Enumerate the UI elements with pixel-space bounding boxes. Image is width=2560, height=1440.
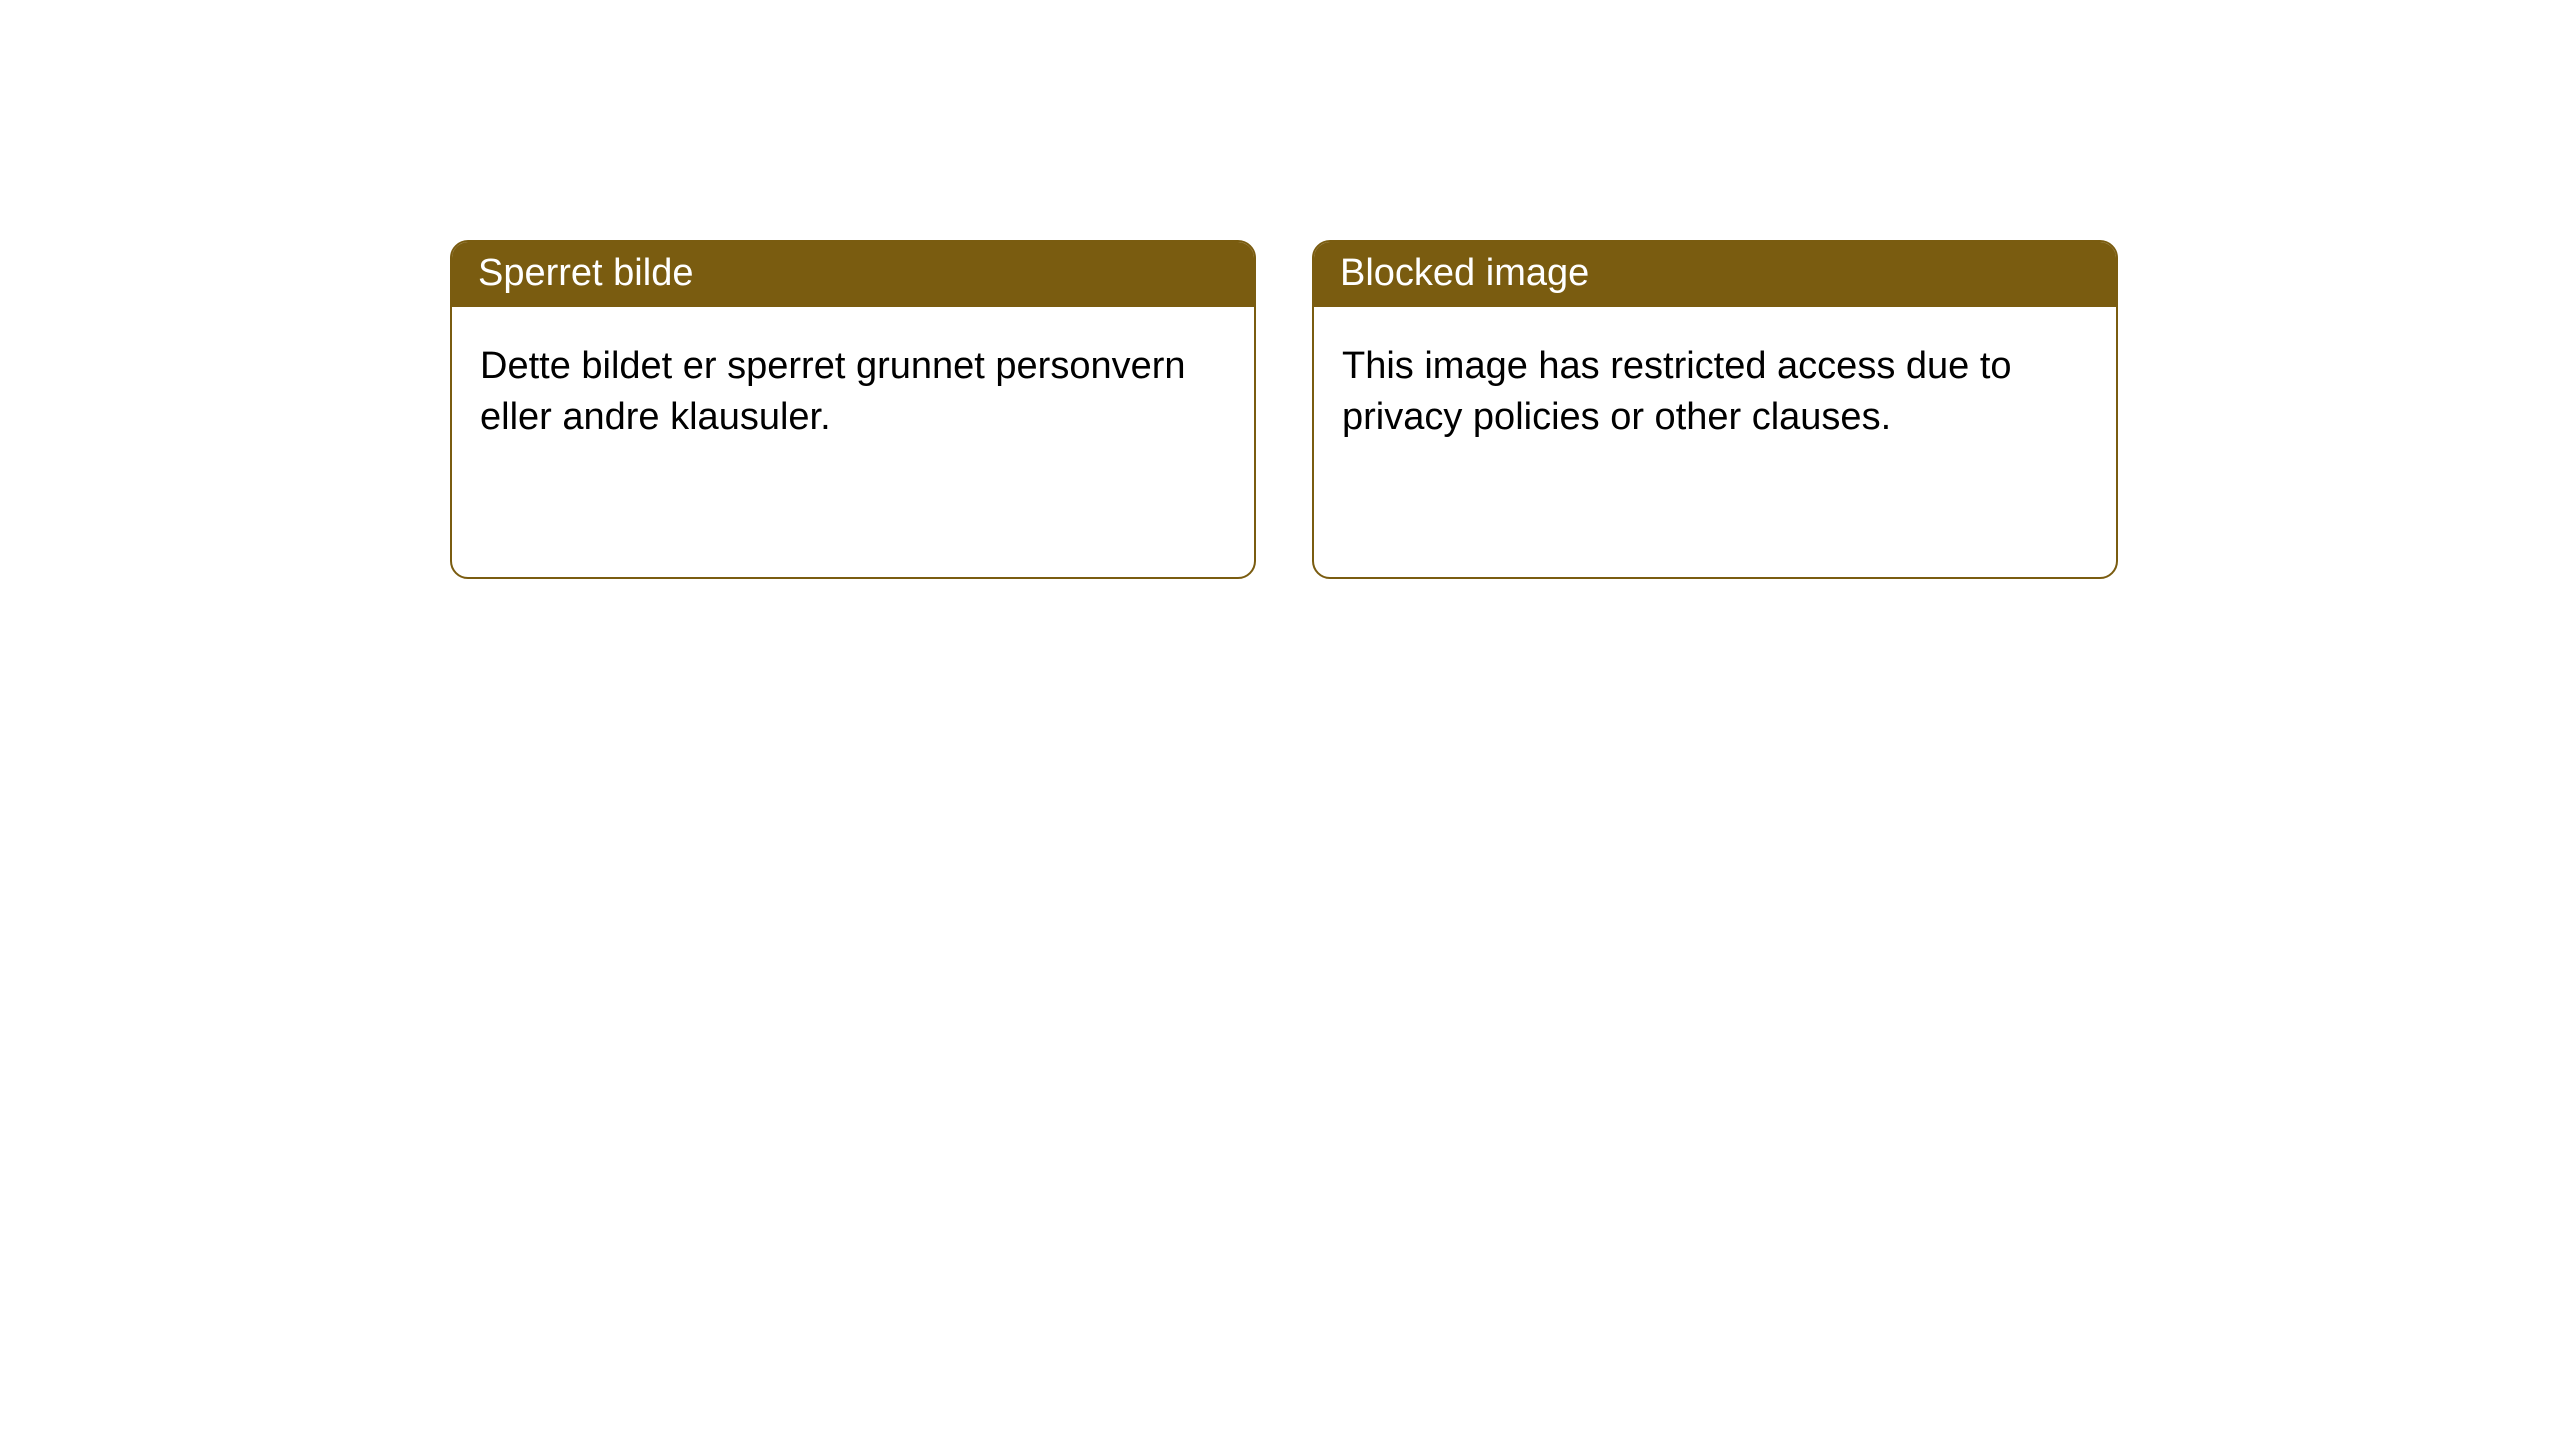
notice-body-english: This image has restricted access due to … xyxy=(1314,307,2116,577)
notice-text-norwegian: Dette bildet er sperret grunnet personve… xyxy=(480,341,1226,444)
notice-body-norwegian: Dette bildet er sperret grunnet personve… xyxy=(452,307,1254,577)
notice-text-english: This image has restricted access due to … xyxy=(1342,341,2088,444)
notice-title-norwegian: Sperret bilde xyxy=(452,242,1254,307)
notice-title-english: Blocked image xyxy=(1314,242,2116,307)
notice-card-norwegian: Sperret bilde Dette bildet er sperret gr… xyxy=(450,240,1256,579)
notice-card-english: Blocked image This image has restricted … xyxy=(1312,240,2118,579)
notice-container: Sperret bilde Dette bildet er sperret gr… xyxy=(0,0,2560,579)
